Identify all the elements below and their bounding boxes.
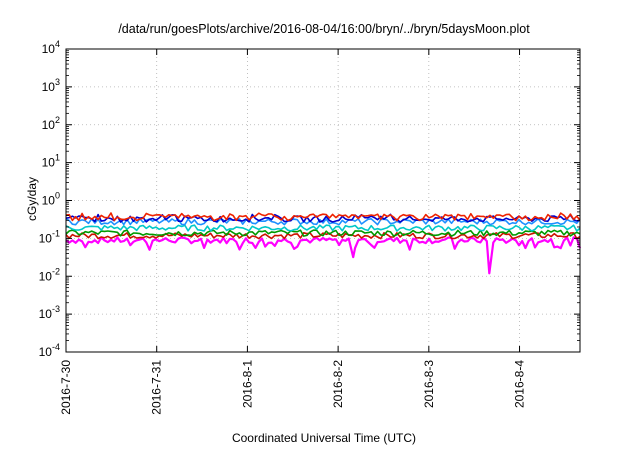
y-tick-label: 104	[42, 39, 60, 56]
series-line	[65, 224, 581, 232]
x-tick-label: 2016-7-30	[59, 360, 73, 415]
x-tick-label: 2016-7-31	[150, 360, 164, 415]
x-tick-label: 2016-8-2	[331, 360, 345, 408]
x-tick-label: 2016-8-3	[422, 360, 436, 408]
series-layer	[65, 212, 582, 275]
y-tick-label: 100	[42, 191, 60, 208]
series-line	[65, 212, 581, 222]
chart-title: /data/run/goesPlots/archive/2016-08-04/1…	[118, 22, 530, 36]
x-axis-label: Coordinated Universal Time (UTC)	[232, 431, 416, 445]
y-tick-label: 10-1	[39, 228, 60, 245]
plot-frame	[65, 48, 581, 353]
y-tick-label: 101	[42, 153, 60, 170]
x-tick-label: 2016-8-1	[240, 360, 254, 408]
y-tick-label: 103	[42, 77, 60, 94]
series-line	[65, 236, 582, 275]
series-line	[65, 229, 581, 237]
y-tick-label: 10-4	[39, 342, 60, 359]
x-tick-label: 2016-8-4	[513, 360, 527, 408]
y-tick-label: 10-2	[39, 266, 60, 283]
y-tick-label: 102	[42, 115, 60, 132]
grid	[65, 48, 580, 353]
y-tick-label: 10-3	[39, 304, 60, 321]
y-axis-label: cGy/day	[25, 177, 39, 221]
series-line	[65, 218, 581, 226]
